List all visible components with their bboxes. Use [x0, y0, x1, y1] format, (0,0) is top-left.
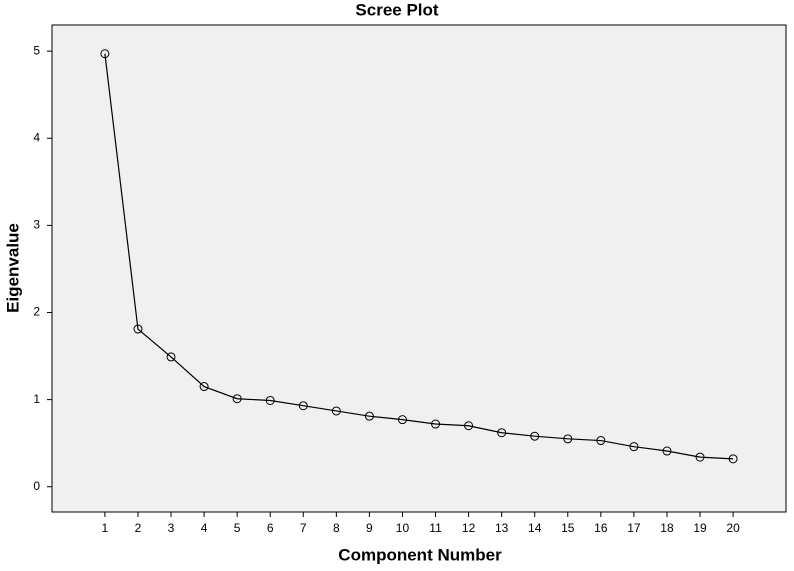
x-tick-label: 12 [462, 521, 476, 535]
data-point [298, 401, 308, 411]
data-point [563, 434, 573, 444]
data-point [431, 419, 441, 429]
x-tick-label: 10 [396, 521, 410, 535]
data-point [596, 436, 606, 446]
data-point [497, 428, 507, 438]
x-tick-label: 3 [168, 521, 175, 535]
x-tick-label: 19 [693, 521, 707, 535]
data-point [100, 49, 110, 59]
x-tick-label: 18 [660, 521, 674, 535]
y-tick-label: 2 [33, 305, 40, 319]
x-tick-label: 1 [102, 521, 109, 535]
y-tick-label: 5 [33, 43, 40, 57]
data-point [265, 395, 275, 405]
data-point [331, 406, 341, 416]
x-axis-label: Component Number [338, 545, 502, 564]
data-point [199, 382, 209, 392]
x-tick-label: 16 [594, 521, 608, 535]
x-tick-label: 15 [561, 521, 575, 535]
data-point [662, 446, 672, 456]
data-point [728, 454, 738, 464]
data-point [464, 421, 474, 431]
data-point [232, 394, 242, 404]
data-point [133, 324, 143, 334]
x-tick-label: 17 [627, 521, 641, 535]
data-line [104, 53, 734, 460]
data-point [629, 442, 639, 452]
x-tick-label: 2 [135, 521, 142, 535]
x-tick-label: 11 [429, 521, 442, 535]
x-tick-label: 7 [300, 521, 307, 535]
data-point [695, 452, 705, 462]
x-tick-label: 6 [267, 521, 274, 535]
x-tick-label: 13 [495, 521, 509, 535]
y-tick-label: 0 [33, 479, 40, 493]
x-tick-label: 20 [726, 521, 740, 535]
x-tick-label: 9 [366, 521, 373, 535]
plot-area [51, 24, 787, 513]
data-point [166, 352, 176, 362]
y-tick-label: 1 [33, 392, 40, 406]
y-tick-label: 4 [33, 130, 40, 144]
y-axis-label: Eigenvalue [3, 223, 22, 313]
x-tick-label: 5 [234, 521, 241, 535]
chart-title: Scree Plot [355, 0, 438, 19]
y-tick-label: 3 [33, 218, 40, 232]
x-tick-label: 8 [333, 521, 340, 535]
data-point [530, 431, 540, 441]
x-tick-label: 14 [528, 521, 542, 535]
data-point [397, 415, 407, 425]
x-tick-label: 4 [201, 521, 208, 535]
data-point [364, 411, 374, 421]
